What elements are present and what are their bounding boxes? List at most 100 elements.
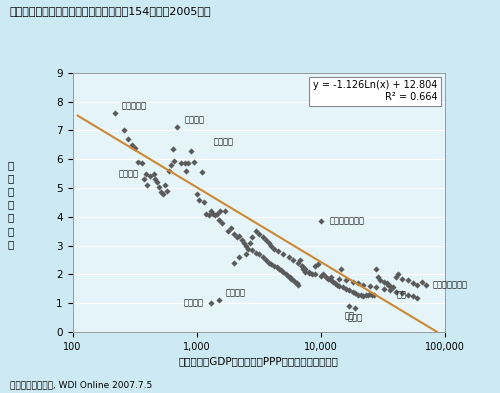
Point [275, 266, 283, 272]
Point [414, 294, 422, 301]
Point [218, 219, 226, 226]
Point [302, 266, 310, 272]
Point [320, 271, 328, 277]
Point [262, 257, 270, 263]
Point [258, 234, 266, 240]
Text: 日本: 日本 [397, 290, 407, 299]
Point [326, 277, 334, 283]
Point [280, 251, 287, 257]
Point [346, 303, 354, 309]
Point [422, 281, 430, 288]
Point [235, 254, 243, 260]
Point [211, 212, 219, 219]
Point [196, 196, 203, 203]
Point [372, 266, 380, 272]
Text: （資料）世界銀行, WDI Online 2007.7.5: （資料）世界銀行, WDI Online 2007.7.5 [10, 380, 152, 389]
Point [302, 268, 310, 275]
Point [192, 191, 200, 197]
Point [270, 263, 278, 269]
Point [346, 287, 354, 294]
Point [158, 189, 166, 195]
Point [360, 293, 368, 299]
Point [286, 274, 294, 281]
Text: 合
計
特
殊
出
生
率: 合 計 特 殊 出 生 率 [8, 160, 14, 249]
Point [214, 297, 222, 303]
Point [274, 248, 282, 255]
Point [214, 217, 222, 223]
Point [357, 292, 365, 298]
Point [314, 261, 322, 268]
Point [246, 240, 254, 246]
Point [360, 281, 368, 288]
Point [150, 171, 158, 177]
Point [389, 284, 397, 290]
Point [187, 147, 195, 154]
Point [146, 173, 154, 180]
Point [311, 263, 319, 269]
Point [207, 208, 215, 214]
Point [200, 199, 208, 206]
Point [142, 171, 150, 177]
Point [317, 273, 325, 279]
Point [184, 160, 192, 167]
Point [394, 271, 402, 277]
Point [290, 277, 298, 283]
Point [366, 291, 374, 297]
Point [404, 292, 411, 298]
Point [167, 162, 175, 168]
Point [326, 274, 334, 281]
Point [291, 279, 299, 285]
Point [144, 182, 152, 188]
Point [329, 279, 337, 285]
Point [248, 234, 256, 240]
Point [230, 260, 238, 266]
Point [409, 293, 417, 299]
Point [151, 176, 159, 182]
Point [348, 279, 356, 285]
Point [256, 251, 264, 257]
Text: アンゴラ: アンゴラ [214, 137, 234, 146]
Point [284, 273, 292, 279]
Point [238, 237, 246, 243]
Point [204, 212, 212, 219]
Point [398, 275, 406, 282]
Point [190, 159, 198, 165]
Point [258, 254, 266, 260]
Point [262, 237, 270, 243]
Point [335, 275, 343, 282]
Point [268, 261, 276, 268]
Point [174, 124, 182, 130]
Point [272, 264, 280, 270]
Point [282, 271, 290, 277]
Text: y = -1.126Ln(x) + 12.804
R² = 0.664: y = -1.126Ln(x) + 12.804 R² = 0.664 [313, 81, 438, 102]
Point [131, 145, 139, 151]
Point [409, 280, 417, 286]
Point [209, 211, 217, 217]
Point [111, 110, 119, 116]
Text: マカオ: マカオ [348, 313, 363, 322]
Text: ニジェール: ニジェール [122, 101, 147, 110]
Point [216, 208, 224, 214]
Point [418, 279, 426, 285]
Point [392, 274, 400, 281]
Point [168, 146, 176, 152]
Point [368, 292, 376, 298]
Point [270, 245, 278, 252]
Point [180, 160, 188, 167]
Point [364, 292, 372, 298]
Point [170, 158, 178, 164]
Point [305, 268, 313, 275]
Text: サウジアラビア: サウジアラビア [329, 217, 364, 226]
Point [294, 260, 302, 266]
Point [268, 242, 276, 249]
Point [244, 245, 252, 252]
Point [298, 263, 306, 269]
Point [348, 288, 356, 295]
Point [296, 257, 304, 263]
Point [280, 268, 287, 275]
Point [160, 191, 168, 197]
Text: モルドバ: モルドバ [184, 299, 204, 308]
Point [212, 211, 220, 217]
Text: ルクセンブルク: ルクセンブルク [432, 280, 468, 289]
Point [338, 284, 346, 290]
